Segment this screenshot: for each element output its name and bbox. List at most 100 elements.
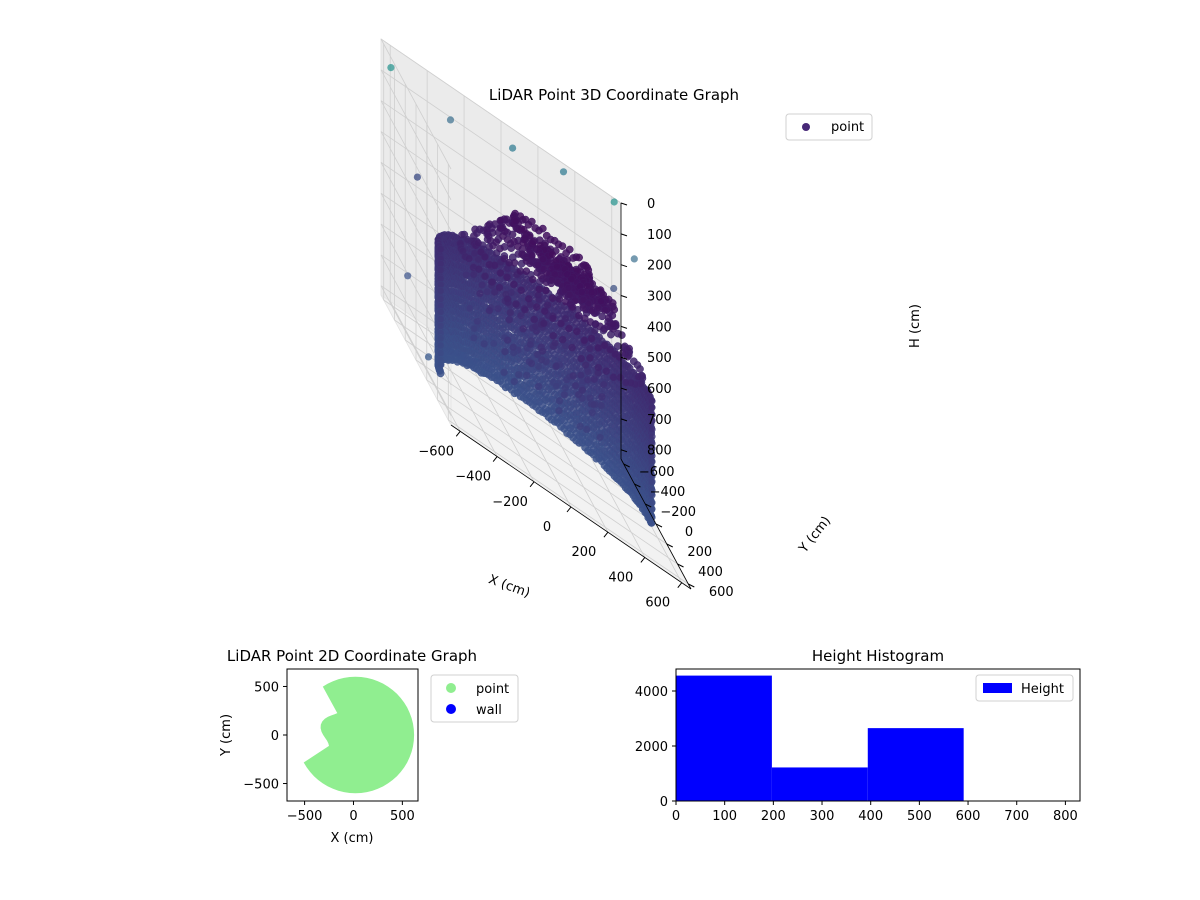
- point-marker: [552, 362, 561, 370]
- point-marker: [609, 320, 617, 329]
- outlier-marker: [446, 116, 455, 124]
- point-marker: [514, 242, 522, 251]
- point-marker: [567, 275, 576, 283]
- point-marker: [601, 306, 609, 314]
- point-marker: [602, 367, 611, 376]
- y-tick: [645, 503, 652, 508]
- x-tick-label: 800: [1053, 809, 1078, 824]
- point-marker: [552, 381, 561, 390]
- point-marker: [547, 276, 556, 284]
- point-marker: [647, 464, 656, 472]
- point-marker: [492, 238, 501, 246]
- point-marker: [539, 255, 548, 264]
- point-marker: [436, 259, 445, 268]
- point-marker: [589, 400, 598, 409]
- point-marker: [647, 397, 656, 405]
- chart-histogram-axes-frame: [675, 668, 1081, 802]
- point-marker: [594, 344, 603, 352]
- chart-histogram-legend-label: Height: [1021, 682, 1064, 697]
- x-tick-label: 600: [956, 809, 981, 824]
- point-marker: [597, 297, 605, 306]
- point-marker: [519, 238, 528, 247]
- point-marker: [436, 341, 445, 350]
- point-marker: [565, 245, 574, 254]
- point-marker: [487, 278, 496, 287]
- point-marker: [586, 354, 594, 362]
- point-marker: [548, 250, 556, 259]
- point-marker: [436, 308, 445, 316]
- point-marker: [610, 305, 619, 314]
- y-tick-label: 0: [685, 525, 693, 540]
- point-marker: [571, 381, 580, 390]
- x-tick-label: −200: [492, 495, 528, 510]
- point-cloud-2d: [303, 676, 415, 794]
- point-marker: [560, 390, 569, 399]
- point-marker: [501, 347, 509, 356]
- point-marker: [505, 315, 514, 324]
- point-marker: [587, 288, 596, 297]
- chart-histogram-legend: Height: [975, 674, 1074, 702]
- point-marker: [496, 244, 504, 253]
- outlier-marker: [424, 353, 433, 361]
- point-marker: [634, 373, 643, 381]
- outlier-marker: [508, 144, 517, 152]
- chart-2d-xlabel: X (cm): [331, 831, 374, 846]
- y-tick-label: 0: [660, 795, 668, 810]
- x-tick-label: 500: [907, 809, 932, 824]
- point-marker: [599, 290, 608, 299]
- y-tick: [655, 523, 663, 528]
- point-marker: [549, 331, 558, 340]
- point-marker: [474, 265, 483, 273]
- point-marker: [490, 261, 499, 270]
- point-marker: [588, 408, 597, 417]
- x-tick-label: 100: [712, 809, 737, 824]
- point-marker: [494, 304, 502, 313]
- x-tick-label: 200: [761, 809, 786, 824]
- point-marker: [574, 311, 583, 320]
- z-tick: [620, 418, 628, 422]
- y-tick-label: 400: [698, 565, 723, 580]
- point-marker: [555, 396, 564, 405]
- x-tick-label: −600: [418, 444, 454, 459]
- y-tick: [666, 543, 673, 548]
- point-marker: [510, 280, 518, 289]
- x-tick: [603, 531, 609, 538]
- point-marker: [473, 317, 482, 326]
- point-marker: [522, 257, 531, 265]
- x-tick-label: 400: [608, 570, 633, 585]
- point-marker: [564, 283, 573, 292]
- chart-2d-points: [303, 676, 415, 794]
- point-marker: [555, 295, 564, 303]
- outlier-marker: [559, 168, 568, 176]
- chart-2d-legend-point-marker: [446, 683, 456, 693]
- outlier-marker: [404, 272, 412, 280]
- point-marker: [562, 297, 570, 306]
- y-tick-label: 200: [687, 545, 712, 560]
- point-marker: [501, 227, 509, 236]
- point-marker: [578, 386, 587, 395]
- chart-2d-legend-point-label: point: [476, 682, 509, 697]
- chart-3d-legend-marker: [802, 123, 810, 131]
- point-marker: [609, 373, 618, 382]
- point-marker: [583, 281, 591, 290]
- chart-2d-legend-wall-marker: [446, 704, 456, 714]
- z-tick: [620, 325, 628, 329]
- chart-2d-ticks: −500 0 500 500 0 −500: [243, 680, 414, 824]
- point-marker: [540, 307, 549, 315]
- y-tick: [677, 563, 684, 568]
- z-tick-label: 100: [647, 228, 672, 243]
- z-tick-label: 600: [647, 382, 672, 397]
- point-marker: [470, 249, 479, 258]
- point-marker: [436, 266, 445, 275]
- grid-line: [448, 419, 689, 585]
- y-tick-label: −600: [639, 465, 675, 480]
- grid-line: [437, 399, 678, 565]
- point-marker: [469, 270, 478, 279]
- point-marker: [436, 295, 445, 303]
- point-marker: [510, 377, 519, 386]
- point-marker: [558, 242, 567, 250]
- y-tick-label: 2000: [635, 740, 668, 755]
- z-tick: [620, 295, 628, 299]
